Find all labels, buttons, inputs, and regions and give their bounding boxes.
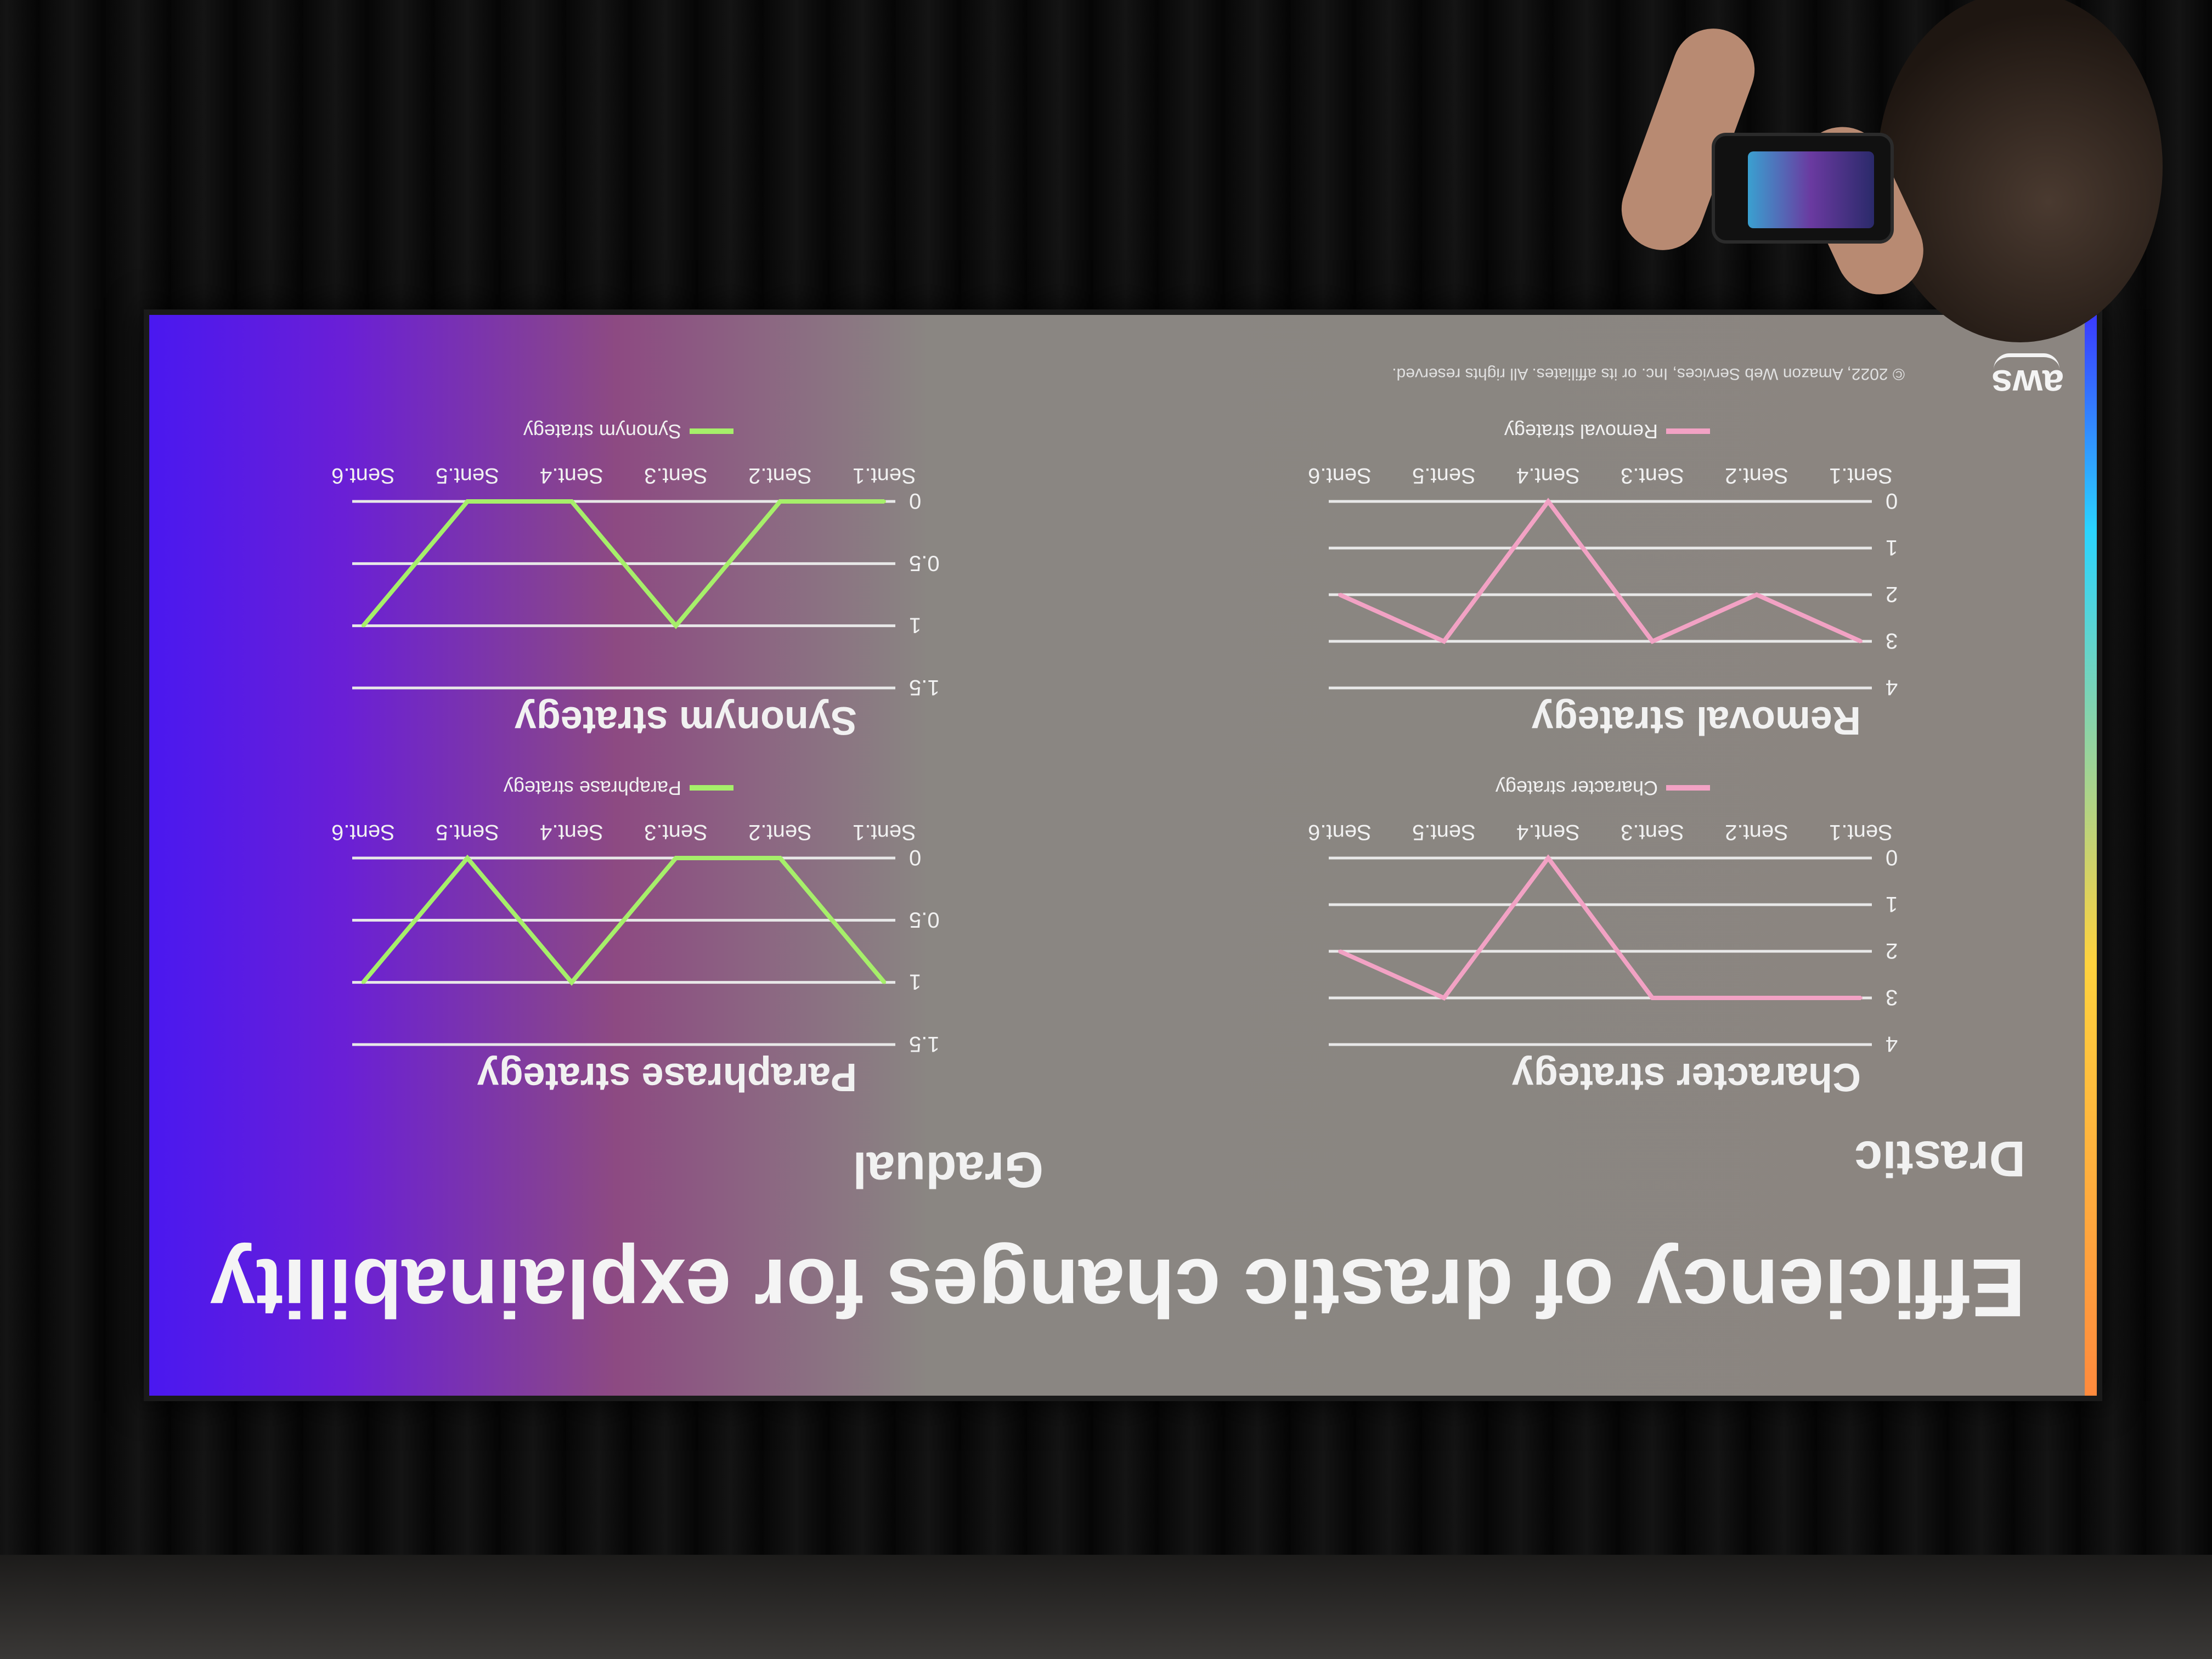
data-point xyxy=(1442,640,1446,643)
y-tick-label: 0 xyxy=(909,845,921,870)
y-tick-label: 0 xyxy=(1886,845,1898,870)
y-tick-label: 1.5 xyxy=(909,675,940,699)
x-tick-label: Sent.2 xyxy=(1725,464,1788,488)
y-tick-label: 0.5 xyxy=(909,907,940,932)
x-tick-label: Sent.2 xyxy=(748,464,812,488)
data-point xyxy=(1547,856,1550,860)
smartphone-screen xyxy=(1748,151,1874,228)
x-tick-label: Sent.1 xyxy=(1829,820,1893,844)
chart-title-removal: Removal strategy xyxy=(1531,698,1861,742)
y-tick-label: 3 xyxy=(1886,629,1898,653)
x-tick-label: Sent.4 xyxy=(1516,820,1580,844)
data-point xyxy=(466,500,469,503)
slide-title: Efficiency of drastic changes for explai… xyxy=(210,1242,2025,1334)
y-tick-label: 1 xyxy=(1886,535,1898,560)
series-line-removal xyxy=(1339,498,1862,644)
y-tick-label: 2 xyxy=(1886,939,1898,963)
x-tick-label: Sent.2 xyxy=(748,820,812,844)
chart-paraphrase: 0 0.5 1 1.5 Sent.1 Sent.2 Sent.3 Sent.4 Sent.5 Se… xyxy=(331,777,940,1056)
chart-removal: 0 1 2 3 4 Sent.1 Sent.2 Sent.3 Sent.4 Sent.5 Sent.… xyxy=(1308,420,1898,699)
y-tick-label: 3 xyxy=(1886,985,1898,1009)
y-tick-label: 4 xyxy=(1886,1032,1898,1056)
x-tick-label: Sent.6 xyxy=(1308,820,1372,844)
y-tick-label: 4 xyxy=(1886,675,1898,699)
data-point xyxy=(778,856,782,860)
data-point xyxy=(570,980,573,984)
data-point xyxy=(1442,996,1446,1000)
x-tick-label: Sent.1 xyxy=(853,820,916,844)
y-tick-label: 1 xyxy=(909,970,921,994)
aws-logo-text: aws xyxy=(1991,362,2064,405)
x-tick-label: Sent.3 xyxy=(644,464,708,488)
legend-label: Paraphrase strategy xyxy=(504,777,681,799)
column-heading-gradual: Gradual xyxy=(853,1142,1043,1198)
copyright-footer: © 2022, Amazon Web Services, Inc. or its… xyxy=(1392,365,1905,383)
data-point xyxy=(1651,640,1654,643)
x-tick-label: Sent.5 xyxy=(1412,820,1476,844)
column-heading-drastic: Drastic xyxy=(1854,1131,2025,1187)
data-point xyxy=(883,980,886,984)
chart-character: 0 1 2 3 4 Sent.1 Sent.2 Sent.3 Sent.4 Sent.5 Sent.… xyxy=(1308,777,1898,1056)
aws-logo: aws xyxy=(1987,353,2064,405)
data-point xyxy=(1651,996,1654,1000)
x-tick-label: Sent.6 xyxy=(331,464,395,488)
x-tick-label: Sent.4 xyxy=(1516,464,1580,488)
chart-title-paraphrase: Paraphrase strategy xyxy=(477,1055,857,1099)
legend-label: Synonym strategy xyxy=(523,420,681,443)
chart-synonym: 0 0.5 1 1.5 Sent.1 Sent.2 Sent.3 Sent.4 Sent.5 Se… xyxy=(331,420,940,699)
data-point xyxy=(674,624,678,628)
x-tick-label: Sent.6 xyxy=(331,820,395,844)
y-tick-label: 1 xyxy=(909,613,921,637)
stage-floor xyxy=(0,1555,2212,1659)
y-tick-label: 1 xyxy=(1886,892,1898,916)
data-point xyxy=(362,980,365,984)
x-tick-label: Sent.1 xyxy=(853,464,916,488)
projected-slide: Efficiency of drastic changes for explai… xyxy=(144,309,2102,1401)
data-point xyxy=(1755,996,1758,1000)
x-tick-label: Sent.3 xyxy=(1621,820,1684,844)
data-point xyxy=(883,500,886,503)
series-line-paraphrase xyxy=(361,854,887,986)
data-point xyxy=(1547,500,1550,503)
slide-edge-strip xyxy=(2085,315,2097,1396)
data-point xyxy=(674,856,678,860)
y-tick-label: 1.5 xyxy=(909,1032,940,1056)
data-point xyxy=(1859,640,1863,643)
x-tick-label: Sent.3 xyxy=(644,820,708,844)
x-tick-label: Sent.5 xyxy=(436,464,499,488)
chart-title-character: Character strategy xyxy=(1511,1055,1861,1099)
smartphone xyxy=(1712,133,1894,244)
y-tick-label: 0 xyxy=(909,489,921,513)
x-tick-label: Sent.2 xyxy=(1725,820,1788,844)
audience-head xyxy=(1877,0,2163,342)
data-point xyxy=(1338,593,1341,596)
aws-smile-icon xyxy=(1994,353,2059,369)
x-tick-label: Sent.5 xyxy=(436,820,499,844)
x-tick-label: Sent.4 xyxy=(540,464,603,488)
series-line-character xyxy=(1339,854,1861,1001)
legend-label: Character strategy xyxy=(1496,777,1658,799)
data-point xyxy=(1859,996,1863,1000)
data-point xyxy=(778,500,782,503)
y-tick-label: 0 xyxy=(1886,489,1898,513)
data-point xyxy=(466,856,469,860)
chart-title-synonym: Synonym strategy xyxy=(514,698,857,742)
x-tick-label: Sent.4 xyxy=(540,820,603,844)
y-tick-label: 2 xyxy=(1886,582,1898,606)
data-point xyxy=(362,624,365,628)
x-tick-label: Sent.5 xyxy=(1412,464,1476,488)
x-tick-label: Sent.3 xyxy=(1621,464,1684,488)
y-tick-label: 0.5 xyxy=(909,551,940,575)
series-line-synonym xyxy=(361,499,884,629)
legend-label: Removal strategy xyxy=(1504,420,1658,443)
x-tick-label: Sent.6 xyxy=(1308,464,1372,488)
x-tick-label: Sent.1 xyxy=(1829,464,1893,488)
data-point xyxy=(1755,593,1758,596)
data-point xyxy=(570,500,573,503)
data-point xyxy=(1338,950,1341,953)
